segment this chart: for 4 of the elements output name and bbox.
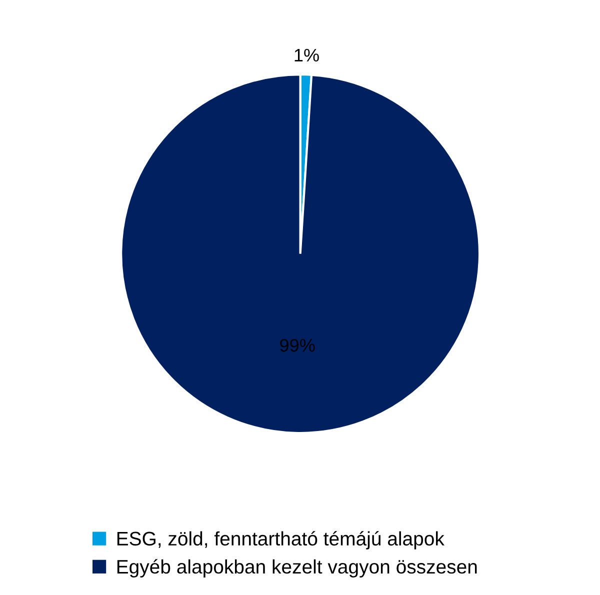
data-label: 1%	[294, 48, 319, 62]
data-label: 99%	[280, 338, 315, 352]
legend-label: Egyéb alapokban kezelt vagyon összesen	[117, 559, 477, 578]
legend-label: ESG, zöld, fenntartható témájú alapok	[117, 531, 444, 550]
